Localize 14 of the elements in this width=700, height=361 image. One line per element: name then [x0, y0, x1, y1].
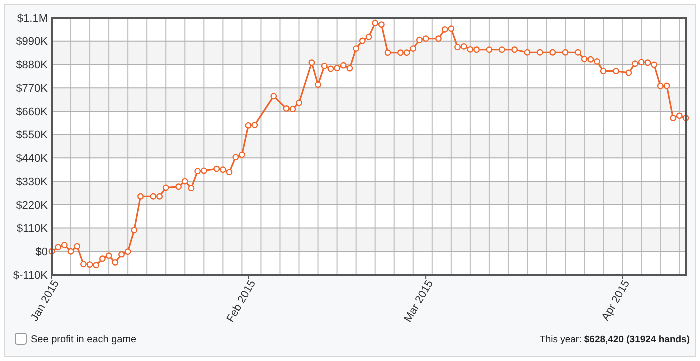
y-tick-label: $330K — [16, 176, 49, 188]
y-tick-label: $770K — [16, 82, 49, 95]
y-tick-label: $0 — [36, 246, 48, 258]
text: This year: $628,420 (31924 hands) — [540, 334, 690, 346]
y-tick-label: $660K — [16, 106, 49, 118]
y-tick-label: $1.1M — [17, 12, 48, 25]
y-tick-label: $-110K — [13, 270, 49, 282]
y-tick-label: $110K — [17, 223, 49, 236]
text: See profit in each game — [31, 334, 138, 346]
y-tick-label: $550K — [16, 130, 49, 142]
y-tick-label: $440K — [16, 153, 49, 166]
y-tick-label: $990K — [16, 36, 49, 48]
y-tick-label: $880K — [16, 60, 49, 72]
y-tick-label: $220K — [16, 200, 49, 212]
